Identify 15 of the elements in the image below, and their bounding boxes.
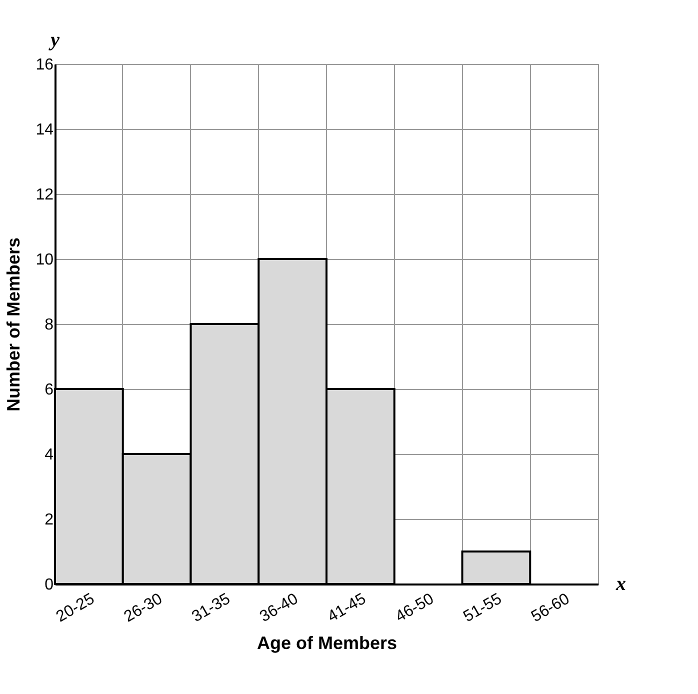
y-tick-label: 2 bbox=[44, 512, 54, 528]
y-tick-label: 10 bbox=[36, 252, 54, 268]
x-tick-label: 41-45 bbox=[325, 590, 370, 626]
y-axis-title: Number of Members bbox=[4, 237, 24, 412]
x-tick-label: 46-50 bbox=[392, 590, 437, 626]
text: y bbox=[48, 29, 60, 51]
y-tick-label: 12 bbox=[36, 186, 54, 204]
y-tick-label: 16 bbox=[36, 56, 54, 74]
x-axis-title: Age of Members bbox=[256, 632, 398, 653]
y-tick-label: 14 bbox=[36, 122, 54, 138]
y-tick-label: 8 bbox=[44, 316, 54, 334]
y-tick-label: 0 bbox=[44, 576, 54, 594]
y-tick-label: 4 bbox=[44, 446, 54, 464]
y-tick-label: 6 bbox=[44, 382, 54, 398]
text: x bbox=[615, 573, 626, 595]
